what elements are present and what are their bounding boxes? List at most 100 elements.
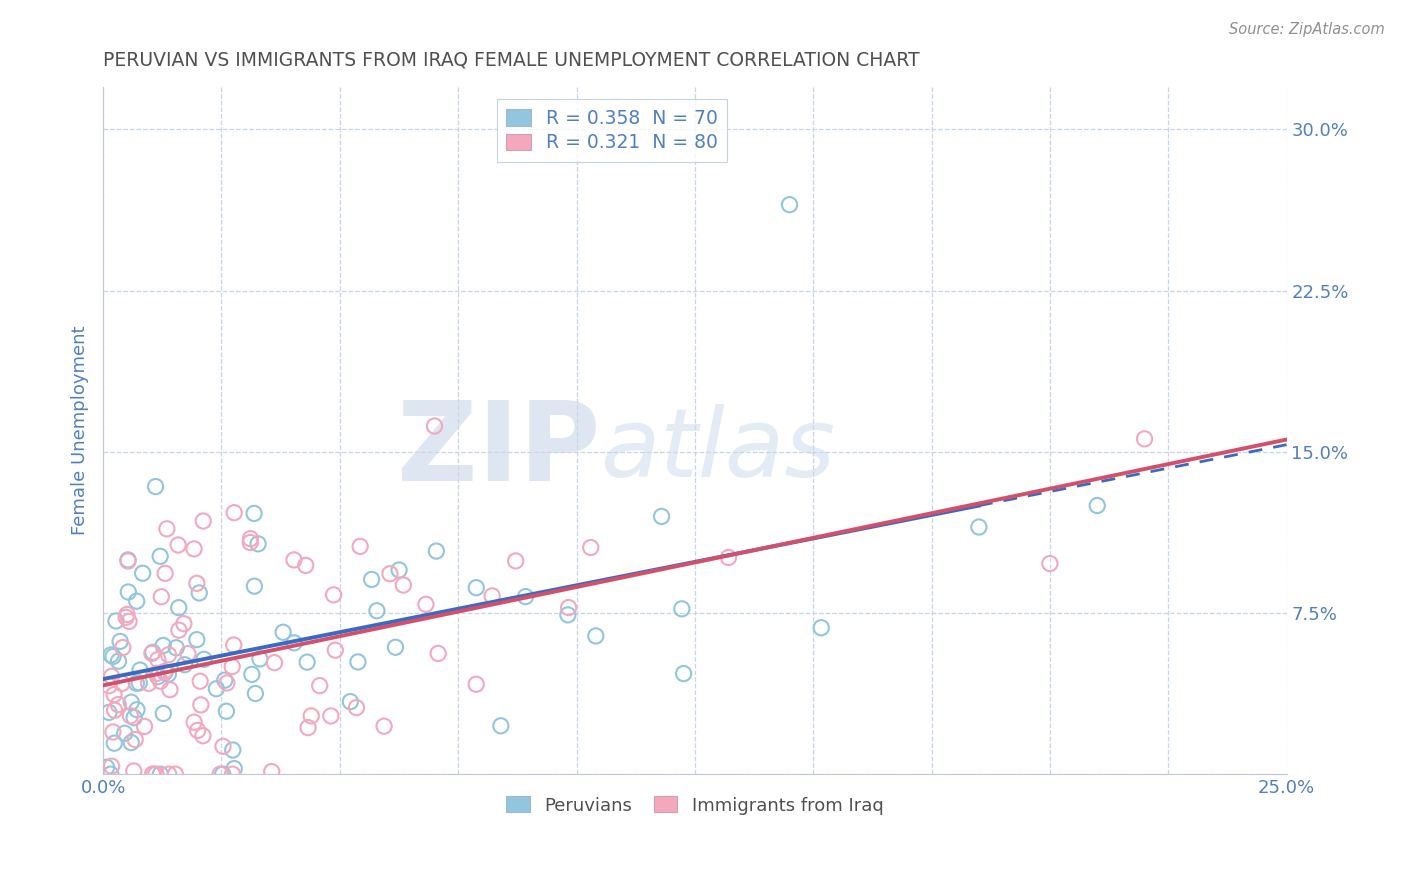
Point [427, 647, 450, 661]
Point [190, 698, 212, 712]
Point [100, 648, 122, 662]
Point [243, 507, 266, 521]
Point [221, 659, 243, 673]
Point [211, 767, 233, 781]
Point [146, 670, 169, 684]
Point [186, 632, 208, 647]
Point [1133, 432, 1156, 446]
Point [153, 665, 176, 680]
Point [115, 607, 138, 622]
Point [117, 553, 139, 567]
Point [103, 736, 125, 750]
Point [322, 588, 344, 602]
Point [159, 682, 181, 697]
Point [221, 767, 243, 781]
Point [810, 621, 832, 635]
Point [183, 541, 205, 556]
Point [224, 762, 246, 776]
Point [557, 607, 579, 622]
Point [156, 522, 179, 536]
Point [167, 538, 190, 552]
Point [1085, 499, 1108, 513]
Point [98, 679, 121, 693]
Point [240, 667, 263, 681]
Point [209, 767, 232, 781]
Point [165, 767, 187, 781]
Point [489, 719, 512, 733]
Point [131, 566, 153, 581]
Point [349, 540, 371, 554]
Point [425, 544, 447, 558]
Point [183, 715, 205, 730]
Point [100, 669, 122, 683]
Point [347, 655, 370, 669]
Point [224, 506, 246, 520]
Point [294, 558, 316, 573]
Point [107, 654, 129, 668]
Point [125, 703, 148, 717]
Point [100, 767, 122, 781]
Point [579, 541, 602, 555]
Point [125, 676, 148, 690]
Point [157, 767, 180, 781]
Point [465, 677, 488, 691]
Point [239, 532, 262, 546]
Point [120, 709, 142, 723]
Point [118, 615, 141, 629]
Point [214, 673, 236, 688]
Text: atlas: atlas [600, 404, 835, 498]
Point [392, 578, 415, 592]
Point [111, 640, 134, 655]
Point [672, 666, 695, 681]
Point [97, 706, 120, 720]
Point [378, 566, 401, 581]
Point [149, 549, 172, 564]
Point [967, 520, 990, 534]
Point [153, 566, 176, 581]
Point [651, 509, 673, 524]
Point [260, 764, 283, 779]
Point [157, 667, 180, 681]
Point [249, 652, 271, 666]
Point [245, 686, 267, 700]
Point [177, 647, 200, 661]
Point [585, 629, 607, 643]
Point [215, 676, 238, 690]
Text: ZIP: ZIP [396, 398, 600, 505]
Point [117, 585, 139, 599]
Point [142, 645, 165, 659]
Y-axis label: Female Unemployment: Female Unemployment [72, 326, 89, 535]
Point [101, 725, 124, 739]
Point [125, 594, 148, 608]
Point [283, 636, 305, 650]
Point [215, 704, 238, 718]
Point [415, 597, 437, 611]
Point [186, 576, 208, 591]
Point [423, 419, 446, 434]
Point [360, 573, 382, 587]
Point [149, 767, 172, 781]
Point [117, 554, 139, 568]
Point [222, 743, 245, 757]
Point [481, 589, 503, 603]
Point [141, 646, 163, 660]
Point [152, 706, 174, 721]
Point [295, 655, 318, 669]
Point [107, 698, 129, 712]
Text: PERUVIAN VS IMMIGRANTS FROM IRAQ FEMALE UNEMPLOYMENT CORRELATION CHART: PERUVIAN VS IMMIGRANTS FROM IRAQ FEMALE … [103, 51, 920, 70]
Point [173, 616, 195, 631]
Point [96, 760, 118, 774]
Point [373, 719, 395, 733]
Point [108, 634, 131, 648]
Point [193, 514, 215, 528]
Point [103, 703, 125, 717]
Point [717, 550, 740, 565]
Point [239, 535, 262, 549]
Point [153, 665, 176, 679]
Legend: Peruvians, Immigrants from Iraq: Peruvians, Immigrants from Iraq [498, 788, 893, 823]
Point [146, 652, 169, 666]
Point [212, 739, 235, 754]
Point [557, 600, 579, 615]
Point [129, 663, 152, 677]
Point [188, 674, 211, 689]
